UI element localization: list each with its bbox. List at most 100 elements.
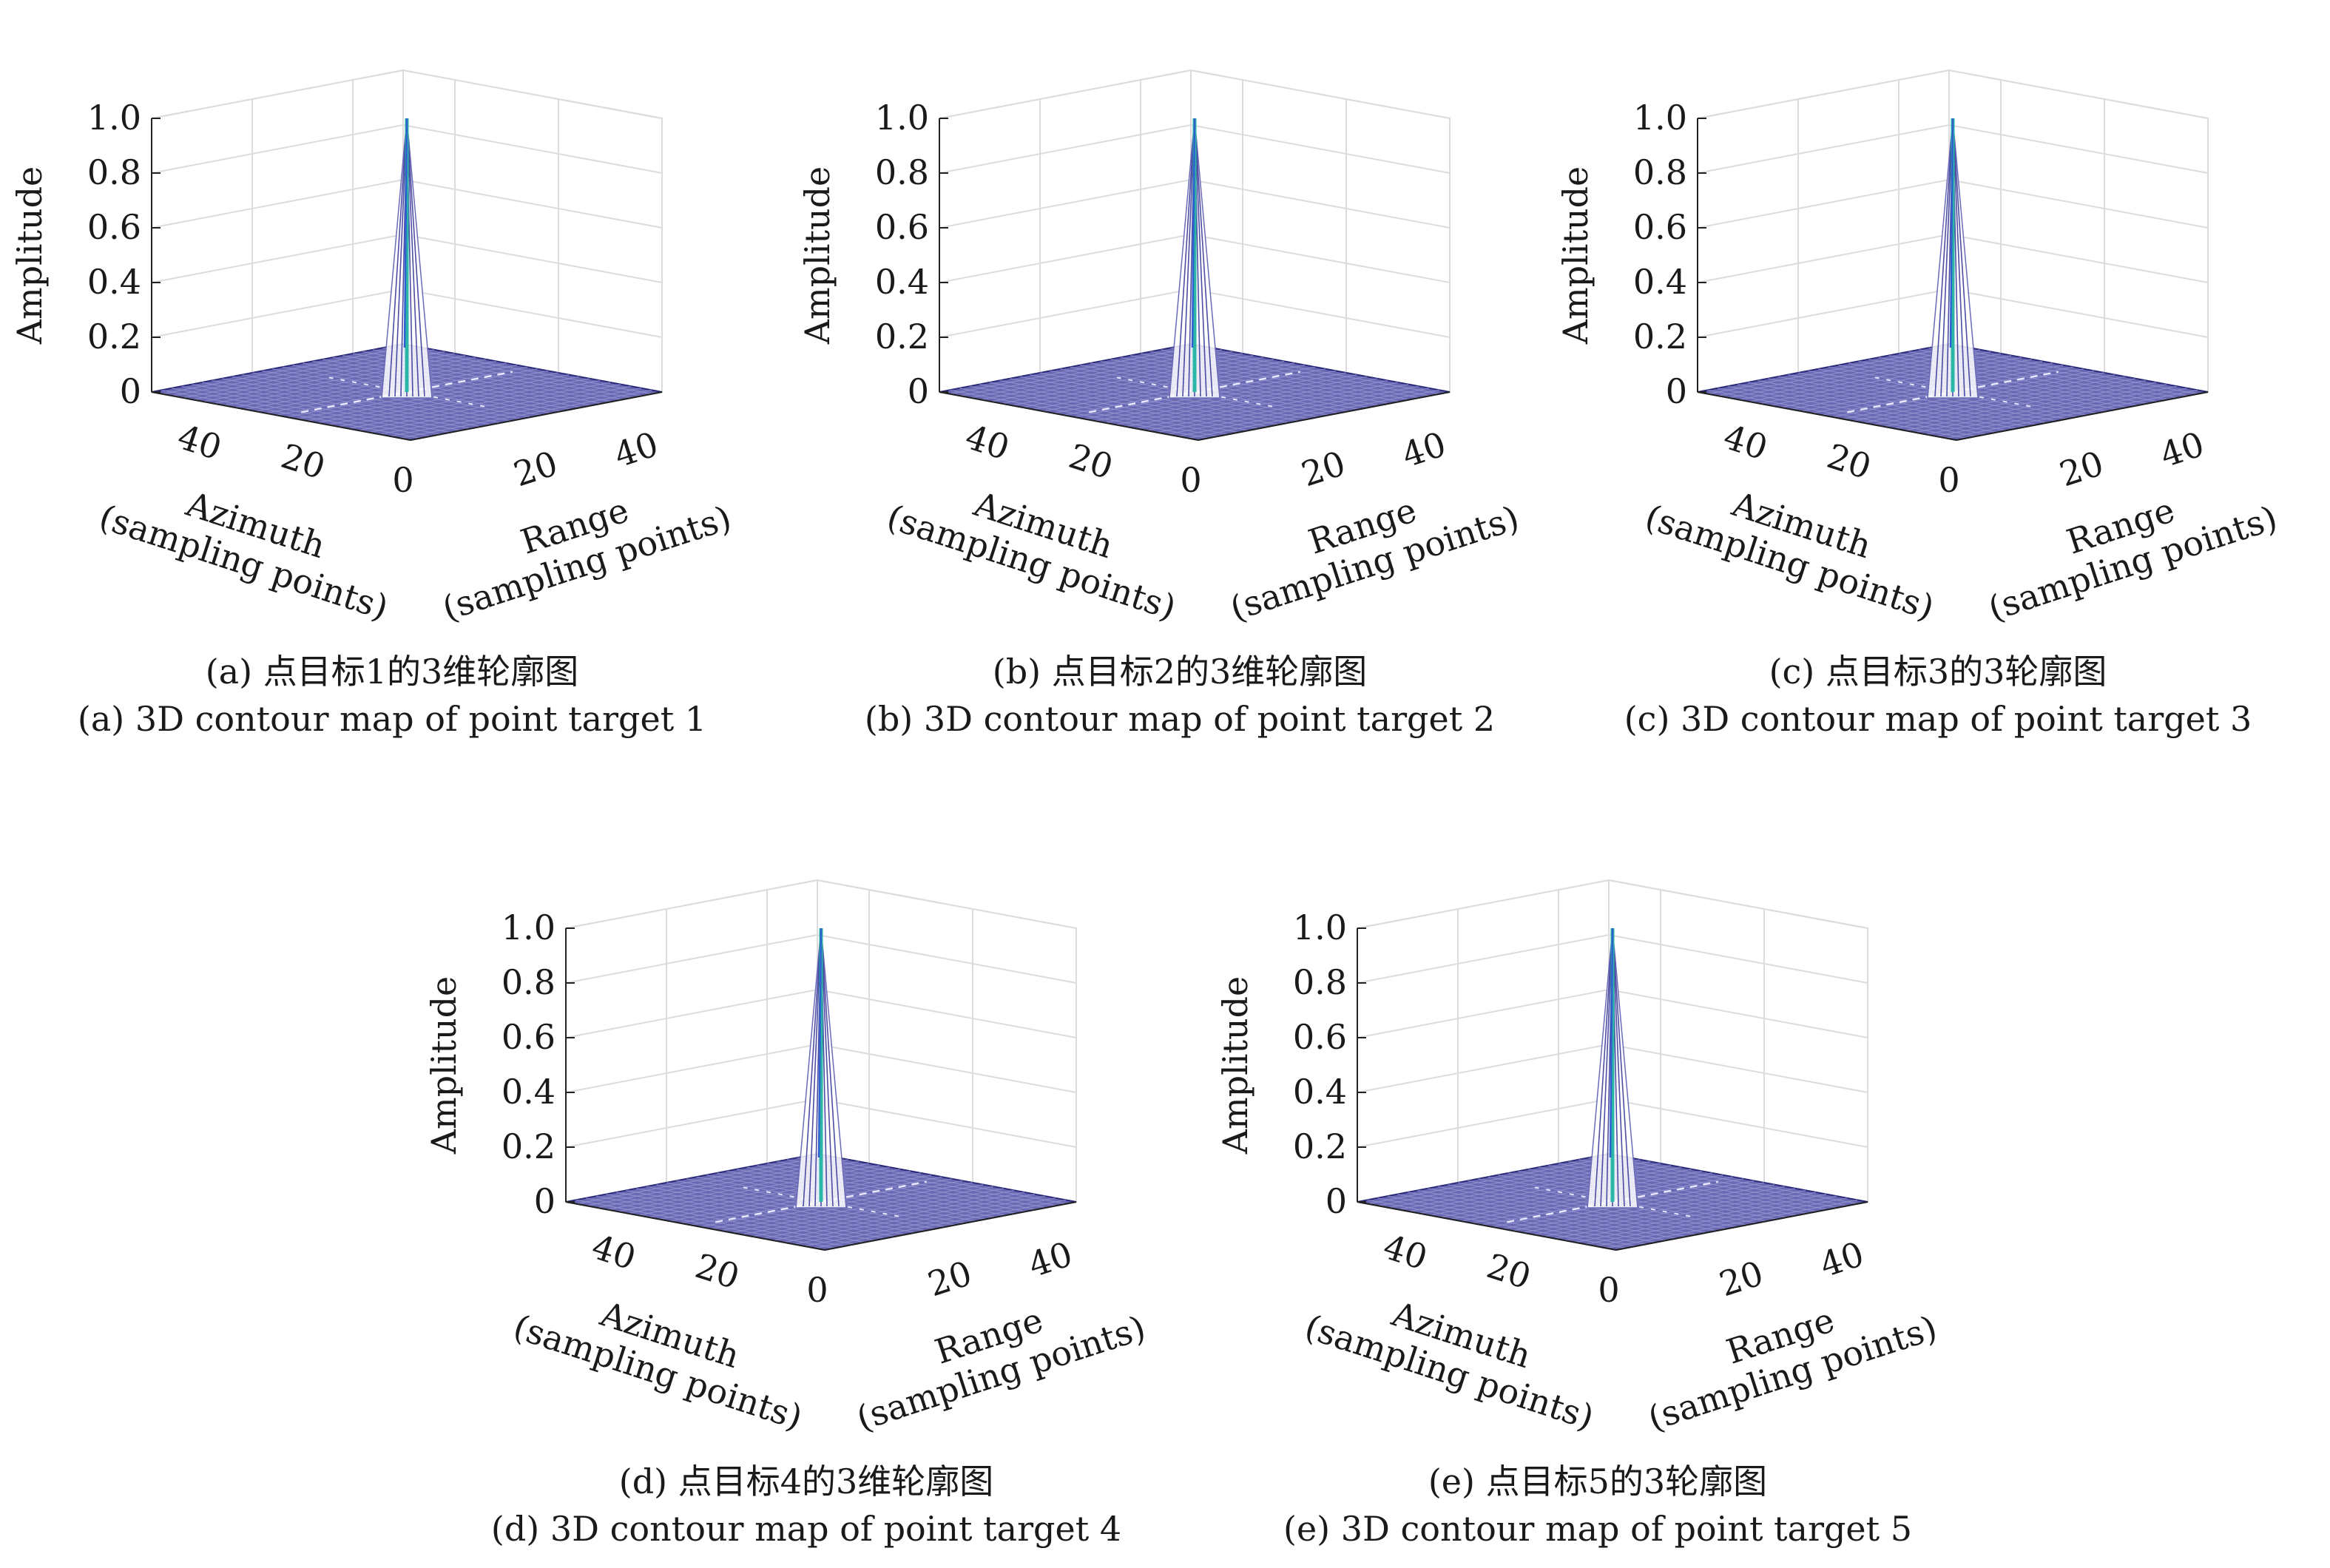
- surface-mesh-line: [726, 1170, 986, 1220]
- range-axis-label: Range(sampling points): [425, 460, 736, 628]
- z-tick-label: 0.6: [1633, 207, 1687, 247]
- z-tick-label: 1.0: [87, 98, 141, 138]
- range-tick-label: 20: [1297, 443, 1350, 494]
- surface-mesh-line: [1104, 374, 1357, 424]
- z-axis-label: Amplitude: [1556, 166, 1595, 345]
- z-tick-label: 1.0: [1633, 98, 1687, 138]
- caption-en-d: (d) 3D contour map of point target 4: [490, 1509, 1122, 1549]
- peak-spike-edge: [1191, 118, 1196, 348]
- range-tick-label: 40: [1397, 424, 1451, 475]
- azimuth-axis-label: Azimuth(sampling points): [1641, 459, 1951, 627]
- back-wall-range: [151, 69, 404, 393]
- azimuth-tick-label: 40: [961, 416, 1014, 467]
- back-wall-azimuth: [817, 879, 1077, 1203]
- azimuth-tick-label: 20: [691, 1246, 744, 1297]
- azimuth-axis-line: [939, 391, 1199, 441]
- peak-mesh-line: [1194, 118, 1213, 397]
- azimuth-axis-line: [1697, 391, 1957, 441]
- surface-mesh-line: [1166, 385, 1419, 435]
- peak-mesh-line: [1940, 118, 1954, 397]
- surface-mesh-line: [1790, 360, 2043, 410]
- peak-mesh-line: [1612, 927, 1631, 1207]
- z-tick-label: 0.2: [1293, 1126, 1347, 1166]
- wall-gridline: [565, 879, 1077, 929]
- azimuth-axis-line: [1357, 1201, 1617, 1251]
- surface-mesh-line: [949, 389, 1209, 439]
- surface-mesh-line: [803, 1197, 1056, 1247]
- peak-mesh-line: [820, 927, 840, 1207]
- surface-mesh-line: [368, 384, 621, 433]
- z-tick-label: 0: [120, 371, 141, 411]
- surface-mesh-line: [232, 376, 491, 425]
- caption-en-e: (e) 3D contour map of point target 5: [1283, 1509, 1912, 1549]
- surface-mesh-line: [1450, 1170, 1703, 1220]
- back-wall-range: [1697, 69, 1950, 393]
- z-tick-label: 0.4: [1633, 262, 1687, 302]
- azimuth-sidelobe-ridge: [743, 1186, 899, 1217]
- range-axis-line: [410, 391, 663, 441]
- surface-mesh-line: [1367, 1155, 1620, 1205]
- wall-gridline: [1357, 879, 1868, 929]
- azimuth-tick-label: 40: [1379, 1226, 1432, 1277]
- peak-mesh-line: [1612, 927, 1625, 1207]
- peak-mesh-line: [1600, 927, 1613, 1207]
- azimuth-tick-label: 40: [1719, 416, 1772, 467]
- surface-mesh-line: [1011, 356, 1264, 406]
- surface-mesh-line: [306, 372, 559, 422]
- surface-mesh-line: [720, 1182, 973, 1231]
- surface-mesh-line: [752, 1188, 1004, 1237]
- wall-gridline: [151, 69, 663, 119]
- back-wall-range: [939, 69, 1192, 393]
- z-tick-label: 0.8: [1633, 152, 1687, 192]
- range-axis-label: Range(sampling points): [1631, 1270, 1942, 1438]
- surface-mesh-line: [658, 1170, 911, 1220]
- surface-mesh-line: [646, 1186, 905, 1235]
- surface-mesh-line: [1852, 372, 2105, 422]
- z-tick-label: 0.8: [1293, 962, 1347, 1002]
- surface-mesh-line: [807, 1155, 1067, 1205]
- azimuth-tick-label: 20: [1823, 436, 1876, 487]
- peak-spike-edge: [1609, 927, 1614, 1158]
- peak-mesh-line: [1934, 118, 1954, 397]
- z-tick-label: 0.4: [875, 262, 929, 302]
- surface-mesh-line: [793, 1195, 1046, 1245]
- wall-gridline: [565, 933, 1077, 984]
- surface-mesh-line: [399, 389, 652, 439]
- surface-mesh-line: [327, 376, 580, 425]
- peak-spike-edge: [403, 118, 408, 348]
- figure-panel-d: 0 0.2 0.4 0.6 0.8 1.0 Amplitude 40 20 0 20 40 Azimut…: [414, 810, 1198, 1564]
- surface-mesh-line: [1777, 376, 2037, 425]
- range-axis-line: [1198, 391, 1451, 441]
- z-tick-label: 0.4: [87, 262, 141, 302]
- surface-mesh-line: [1187, 389, 1440, 439]
- back-wall-range: [1357, 879, 1610, 1203]
- surface-mesh-line: [949, 345, 1202, 395]
- surface-mesh-line: [1022, 359, 1274, 408]
- z-tick-label: 0: [908, 371, 929, 411]
- azimuth-sidelobe-ridge: [1874, 376, 2031, 408]
- figure-panel-a: 0 0.2 0.4 0.6 0.8 1.0 Amplitude 40 20 0 20 40 Azimut…: [0, 0, 784, 754]
- surface-mesh-line: [638, 1166, 891, 1216]
- z-tick-label: 0.8: [87, 152, 141, 192]
- caption-zh-c: (c) 点目标3的3轮廓图: [1769, 652, 2107, 692]
- peak-mesh-line: [1182, 118, 1195, 397]
- surface-mesh-line: [1387, 1195, 1647, 1245]
- z-axis-label: Amplitude: [424, 976, 464, 1155]
- range-axis-line: [1956, 391, 2209, 441]
- z-tick-label: 0.2: [87, 317, 141, 356]
- surface-mesh-line: [1925, 385, 2178, 435]
- surface-mesh-line: [1883, 378, 2136, 428]
- surface-mesh-line: [731, 1184, 984, 1234]
- surface-mesh-line: [636, 1188, 896, 1237]
- surface-mesh-line: [783, 1194, 1036, 1243]
- surface-mesh-line: [1768, 378, 2027, 428]
- range-axis-line: [1615, 1201, 1868, 1251]
- peak-mesh-line: [1952, 118, 1971, 397]
- azimuth-axis-line: [565, 1201, 825, 1251]
- peak-mesh-line: [1176, 118, 1195, 397]
- wall-gridline: [939, 124, 1451, 174]
- peak-spike-edge: [817, 927, 823, 1158]
- surface-mesh-line: [1377, 1197, 1637, 1247]
